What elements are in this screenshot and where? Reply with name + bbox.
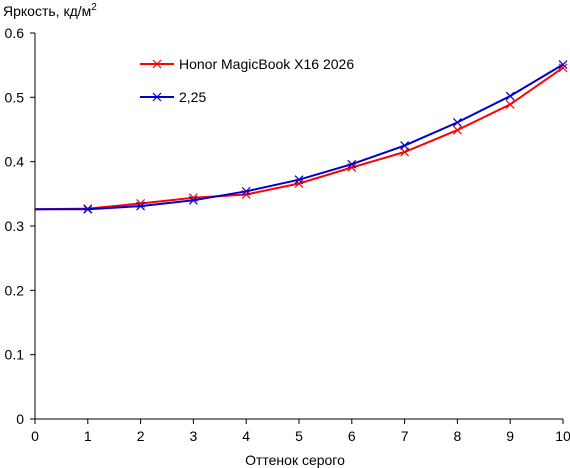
data-point-marker bbox=[83, 204, 93, 214]
y-tick-label: 0.6 bbox=[5, 25, 25, 41]
data-point-marker bbox=[294, 175, 304, 185]
data-point-marker bbox=[452, 125, 462, 135]
y-tick-label: 0 bbox=[16, 411, 24, 427]
legend-swatch-marker bbox=[152, 92, 162, 102]
series-layer bbox=[34, 60, 568, 214]
series-1 bbox=[34, 63, 568, 214]
data-point-marker bbox=[505, 99, 515, 109]
data-point-marker bbox=[505, 91, 515, 101]
y-tick-label: 0.3 bbox=[5, 218, 25, 234]
y-tick-label: 0.4 bbox=[5, 154, 25, 170]
legend-label: Honor MagicBook X16 2026 bbox=[179, 56, 354, 72]
legend: Honor MagicBook X16 2026 2,25 bbox=[140, 56, 354, 105]
x-tick-label: 3 bbox=[190, 428, 198, 444]
x-axis-title: Оттенок серого bbox=[245, 452, 345, 468]
plot-area: 0 1 2 3 4 5 6 7 8 9 10 0 0.1 0.2 0.3 0.4 0.5 0.6 bbox=[5, 25, 570, 444]
y-tick-label: 0.1 bbox=[5, 347, 25, 363]
legend-swatch-marker bbox=[152, 59, 162, 69]
x-tick-label: 2 bbox=[137, 428, 145, 444]
y-ticks: 0 0.1 0.2 0.3 0.4 0.5 0.6 bbox=[5, 25, 35, 427]
x-tick-label: 8 bbox=[454, 428, 462, 444]
series-line bbox=[34, 66, 564, 211]
legend-item: 2,25 bbox=[140, 89, 206, 105]
x-tick-label: 4 bbox=[242, 428, 250, 444]
legend-item: Honor MagicBook X16 2026 bbox=[140, 56, 354, 72]
y-tick-label: 0.2 bbox=[5, 282, 25, 298]
x-ticks: 0 1 2 3 4 5 6 7 8 9 10 bbox=[31, 419, 570, 444]
x-tick-label: 7 bbox=[401, 428, 409, 444]
data-point-marker bbox=[558, 60, 568, 69]
x-tick-label: 6 bbox=[348, 428, 356, 444]
x-tick-label: 10 bbox=[555, 428, 570, 444]
data-point-marker bbox=[347, 159, 357, 169]
x-tick-label: 5 bbox=[295, 428, 303, 444]
y-axis-title-text: Яркость, кд/м bbox=[3, 3, 91, 19]
data-point-marker bbox=[400, 147, 410, 157]
data-point-marker bbox=[452, 117, 462, 127]
x-tick-label: 9 bbox=[506, 428, 514, 444]
data-point-marker bbox=[241, 186, 251, 196]
legend-label: 2,25 bbox=[179, 89, 206, 105]
x-tick-label: 0 bbox=[31, 428, 39, 444]
x-tick-label: 1 bbox=[84, 428, 92, 444]
data-point-marker bbox=[188, 195, 198, 205]
data-point-marker bbox=[136, 201, 146, 211]
series-2 bbox=[35, 60, 568, 214]
y-axis-title: Яркость, кд/м2 bbox=[3, 2, 97, 19]
series-line bbox=[35, 63, 564, 211]
y-axis-title-superscript: 2 bbox=[91, 2, 97, 13]
data-point-marker bbox=[400, 141, 410, 151]
y-tick-label: 0.5 bbox=[5, 89, 25, 105]
